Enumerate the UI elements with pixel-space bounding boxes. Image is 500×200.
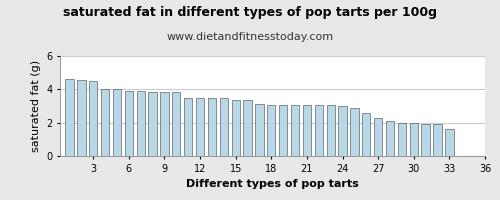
Bar <box>136 91 145 156</box>
Text: saturated fat in different types of pop tarts per 100g: saturated fat in different types of pop … <box>63 6 437 19</box>
Bar <box>303 105 311 156</box>
Bar <box>101 89 110 156</box>
Bar <box>232 100 240 156</box>
Bar <box>89 81 98 156</box>
Bar <box>314 105 323 156</box>
Bar <box>362 113 370 156</box>
Bar <box>66 79 74 156</box>
Bar <box>422 124 430 156</box>
Bar <box>398 123 406 156</box>
Bar <box>160 92 168 156</box>
X-axis label: Different types of pop tarts: Different types of pop tarts <box>186 179 359 189</box>
Bar <box>374 118 382 156</box>
Bar <box>208 98 216 156</box>
Bar <box>124 91 133 156</box>
Y-axis label: saturated fat (g): saturated fat (g) <box>30 60 40 152</box>
Bar <box>291 105 299 156</box>
Bar <box>338 106 346 156</box>
Bar <box>196 98 204 156</box>
Bar <box>279 105 287 156</box>
Bar <box>256 104 264 156</box>
Bar <box>148 92 157 156</box>
Text: www.dietandfitnesstoday.com: www.dietandfitnesstoday.com <box>166 32 334 42</box>
Bar <box>386 121 394 156</box>
Bar <box>184 98 192 156</box>
Bar <box>326 105 335 156</box>
Bar <box>445 129 454 156</box>
Bar <box>113 89 121 156</box>
Bar <box>77 80 86 156</box>
Bar <box>220 98 228 156</box>
Bar <box>267 105 276 156</box>
Bar <box>434 124 442 156</box>
Bar <box>172 92 180 156</box>
Bar <box>244 100 252 156</box>
Bar <box>410 123 418 156</box>
Bar <box>350 108 358 156</box>
